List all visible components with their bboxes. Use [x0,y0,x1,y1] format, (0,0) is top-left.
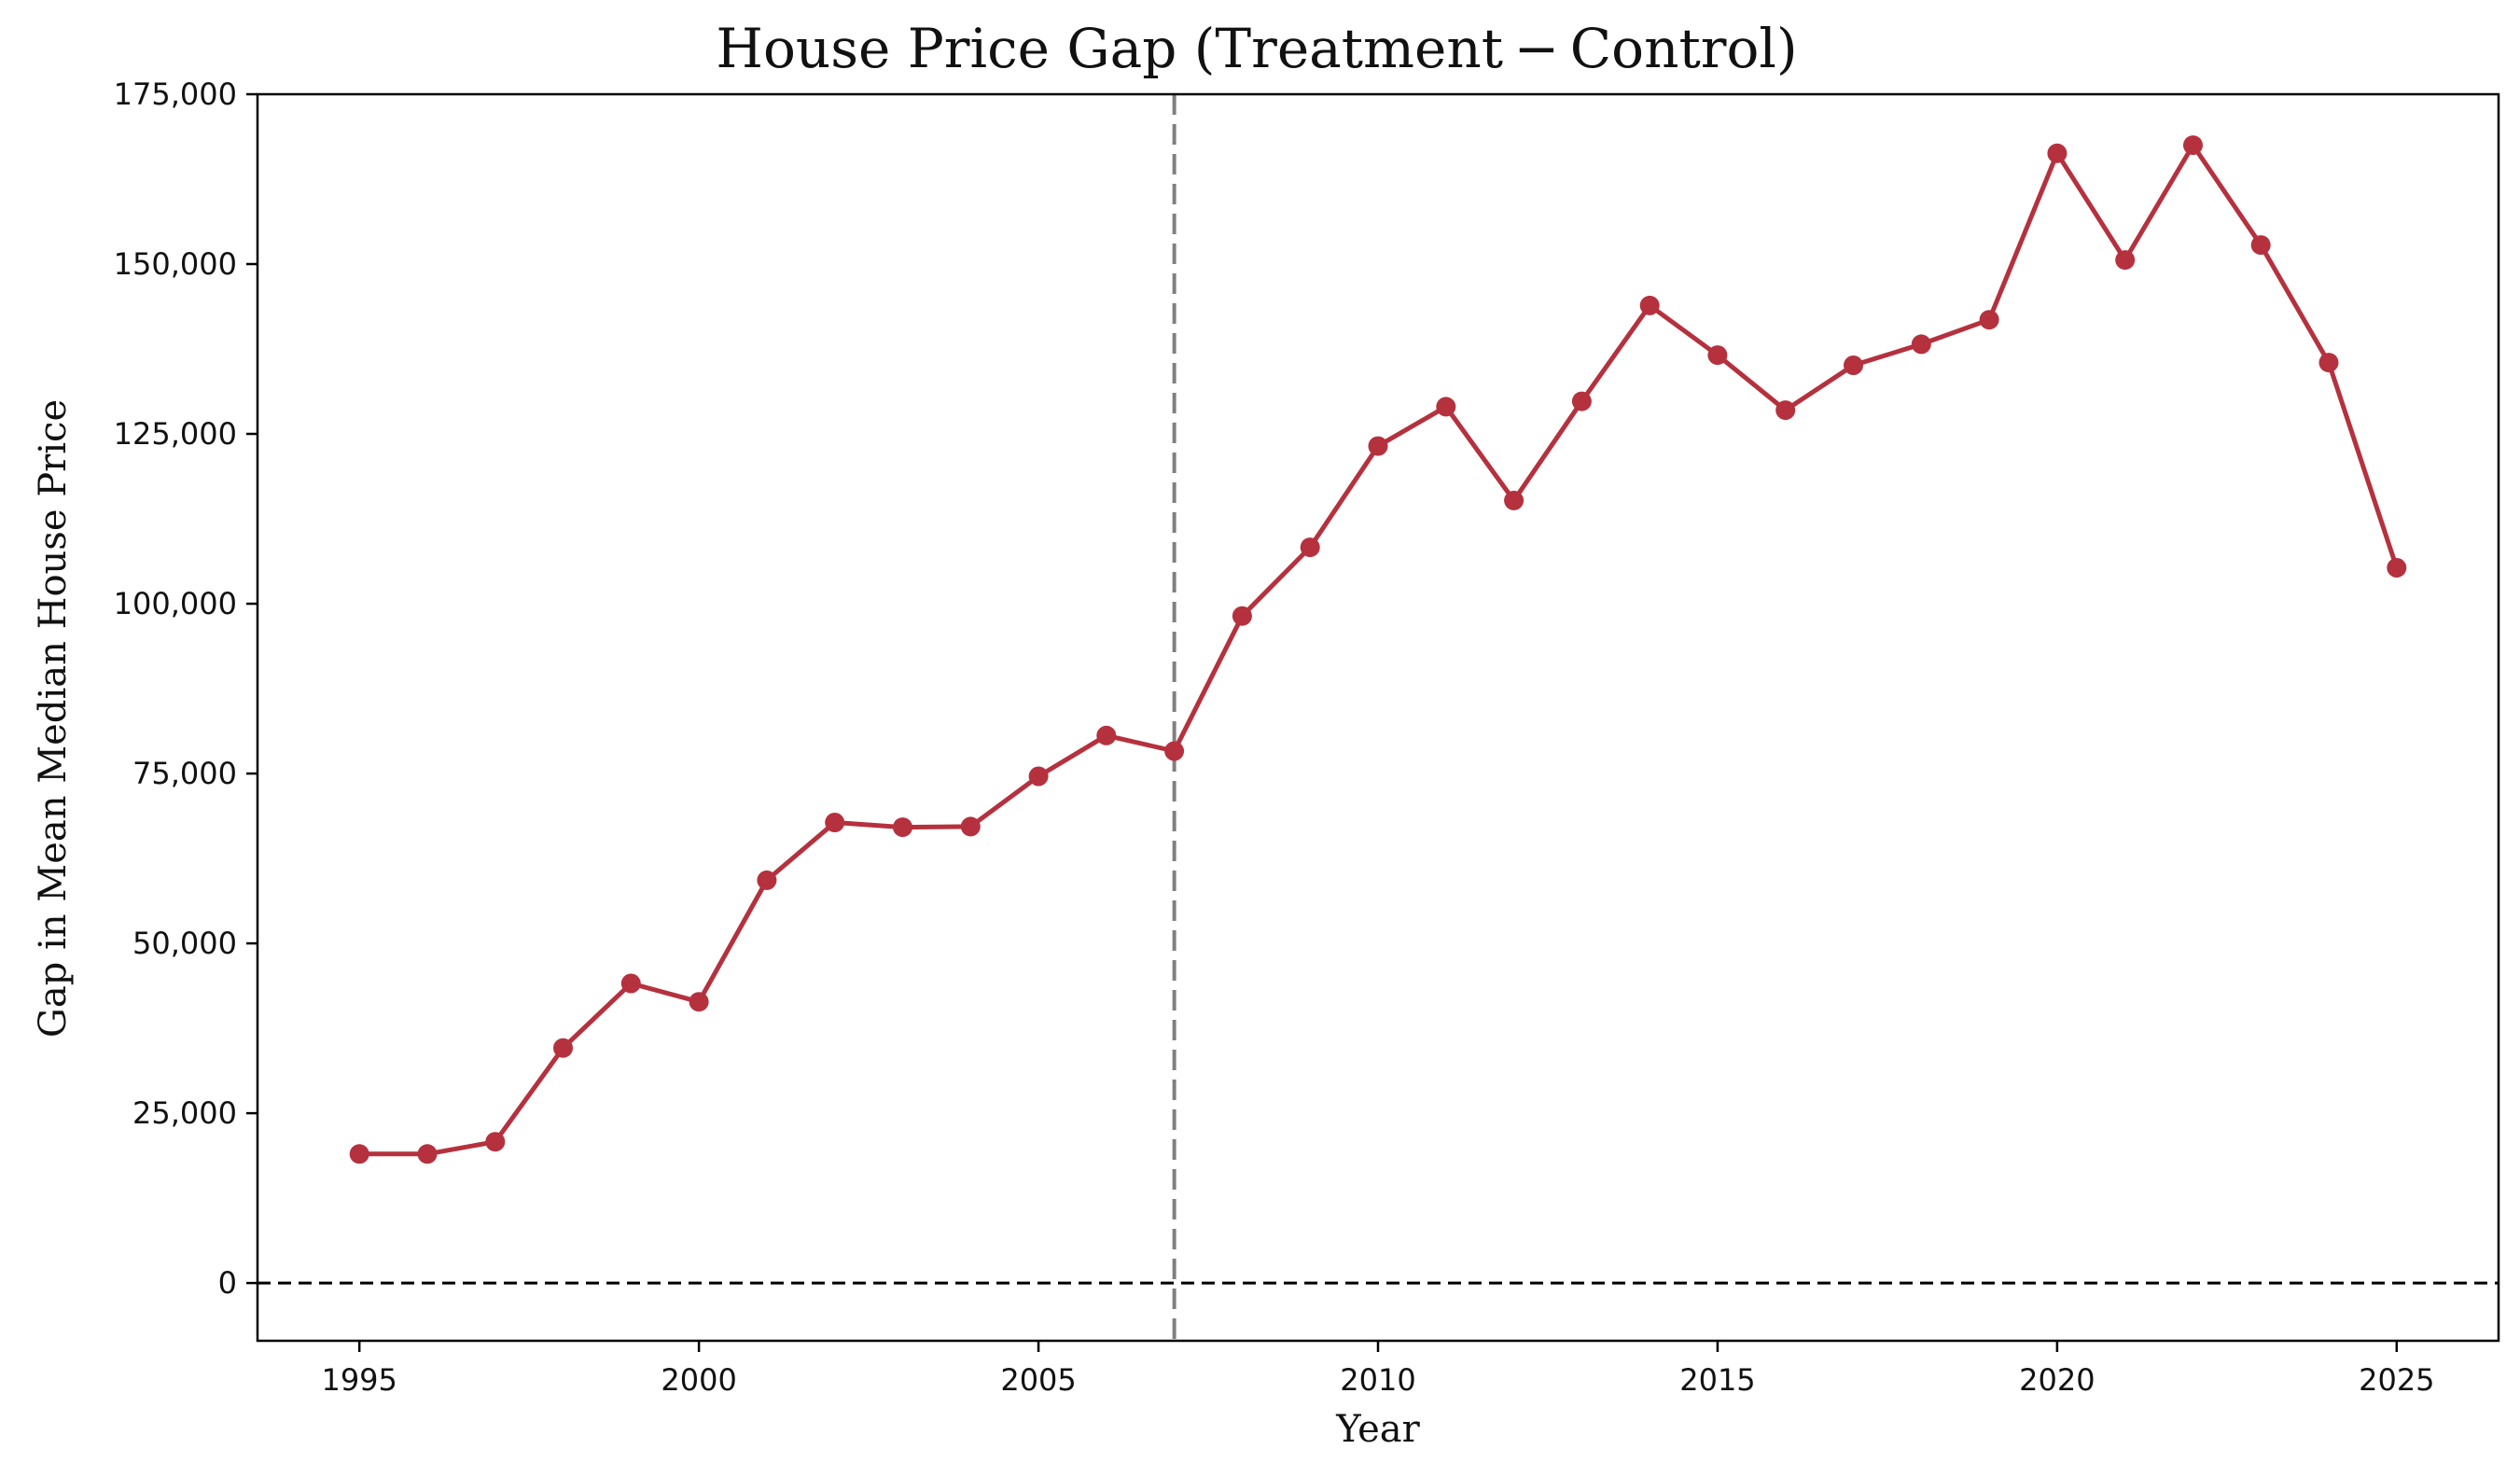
y-axis-ticks: 0 25,000 50,000 75,000 100,000 125,000 150,000… [114,77,258,1301]
data-point [1571,391,1592,411]
data-point [1844,355,1863,375]
data-point [1775,400,1796,421]
data-point [1436,397,1456,417]
data-point [689,992,709,1012]
y-tick-label: 125,000 [114,416,237,452]
data-point [1096,725,1117,745]
data-point [825,813,845,832]
data-point [2047,143,2068,163]
data-point [2250,235,2271,256]
y-tick-label: 150,000 [114,246,237,282]
x-axis-ticks: 1995 2000 2005 2010 2015 2020 2025 [321,1341,2435,1398]
data-point [1639,295,1660,315]
data-point [893,817,912,838]
data-point [2318,353,2339,373]
data-point [485,1132,506,1152]
y-tick-label: 50,000 [132,926,237,961]
data-point [417,1144,438,1164]
x-tick-label: 2000 [661,1362,736,1398]
data-point [2183,135,2203,156]
data-point [960,816,981,837]
reference-lines [258,94,2499,1341]
data-point [349,1144,369,1164]
y-tick-label: 100,000 [114,586,237,621]
data-point [620,973,641,994]
x-tick-label: 2005 [1000,1362,1076,1398]
plot-frame [256,92,2500,1343]
x-axis-label: Year [1335,1408,1420,1451]
data-point [1707,345,1728,366]
data-point [757,870,777,890]
y-tick-label: 175,000 [114,77,237,112]
y-axis-label: Gap in Mean Median House Price [32,399,75,1038]
data-point [1028,766,1049,787]
data-point [1164,741,1185,761]
data-point [2387,558,2407,578]
y-tick-label: 25,000 [132,1095,237,1131]
data-point [1300,537,1320,558]
data-point [1911,334,1931,355]
series-line [359,143,2400,1157]
chart-title: House Price Gap (Treatment − Control) [716,17,1797,80]
x-tick-label: 2020 [2019,1362,2095,1398]
x-tick-label: 2010 [1340,1362,1415,1398]
data-point [1979,310,1999,330]
data-point [2115,250,2136,271]
y-tick-label: 0 [218,1265,237,1301]
x-tick-label: 1995 [321,1362,397,1398]
data-point [1368,436,1388,456]
y-tick-label: 75,000 [132,756,237,791]
x-tick-label: 2015 [1679,1362,1755,1398]
data-point [1504,490,1525,510]
data-point [1232,606,1252,626]
x-tick-label: 2025 [2359,1362,2434,1398]
series-layer [349,135,2407,1164]
data-point [553,1038,573,1058]
